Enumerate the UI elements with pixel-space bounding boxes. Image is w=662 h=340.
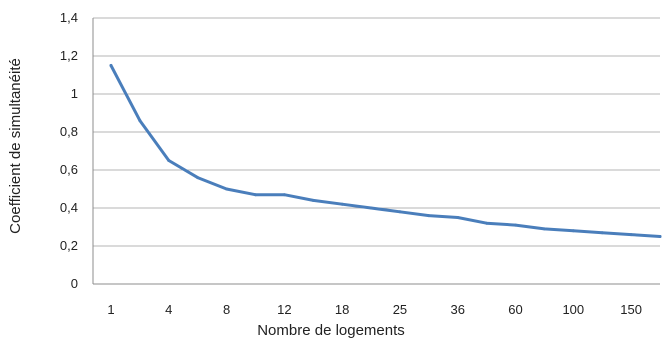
data-point — [311, 198, 315, 202]
data-point — [196, 176, 200, 180]
x-tick-label: 18 — [335, 302, 349, 317]
data-point — [225, 187, 229, 191]
data-point — [398, 210, 402, 214]
y-tick-label: 0 — [71, 276, 78, 291]
x-tick-label: 25 — [393, 302, 407, 317]
data-point — [340, 202, 344, 206]
data-point — [427, 214, 431, 218]
y-tick-label: 0,2 — [60, 238, 78, 253]
x-tick-label: 150 — [620, 302, 642, 317]
y-tick-label: 0,6 — [60, 162, 78, 177]
data-point — [514, 223, 518, 227]
x-tick-label: 4 — [165, 302, 172, 317]
series-line — [109, 64, 662, 238]
x-tick-label: 1 — [107, 302, 114, 317]
y-tick-label: 1 — [71, 86, 78, 101]
data-point — [109, 64, 113, 67]
x-tick-label: 12 — [277, 302, 291, 317]
y-tick-label: 1,2 — [60, 48, 78, 63]
y-tick-label: 0,4 — [60, 200, 78, 215]
y-tick-label: 0,8 — [60, 124, 78, 139]
x-axis-ticks: 1 4 8 12 18 25 36 60 100 150 — [107, 302, 642, 317]
gridlines — [92, 17, 660, 285]
x-tick-label: 36 — [451, 302, 465, 317]
data-point — [369, 206, 373, 210]
data-point — [485, 221, 489, 225]
data-point — [629, 233, 633, 237]
y-axis-ticks: 0 0,2 0,4 0,6 0,8 1 1,2 1,4 — [60, 10, 78, 291]
data-point — [600, 231, 604, 235]
data-point — [138, 119, 142, 123]
x-axis-title: Nombre de logements — [257, 322, 405, 339]
y-tick-label: 1,4 — [60, 10, 78, 25]
x-tick-label: 100 — [562, 302, 584, 317]
data-point — [282, 193, 286, 197]
x-tick-label: 60 — [508, 302, 522, 317]
data-point — [571, 229, 575, 233]
data-point — [253, 193, 257, 197]
data-point — [542, 227, 546, 231]
data-point — [456, 216, 460, 219]
x-tick-label: 8 — [223, 302, 230, 317]
data-point — [658, 235, 662, 238]
data-point — [167, 159, 171, 162]
y-axis-title: Coefficient de simultanéité — [7, 58, 24, 234]
series-layer — [109, 64, 662, 238]
